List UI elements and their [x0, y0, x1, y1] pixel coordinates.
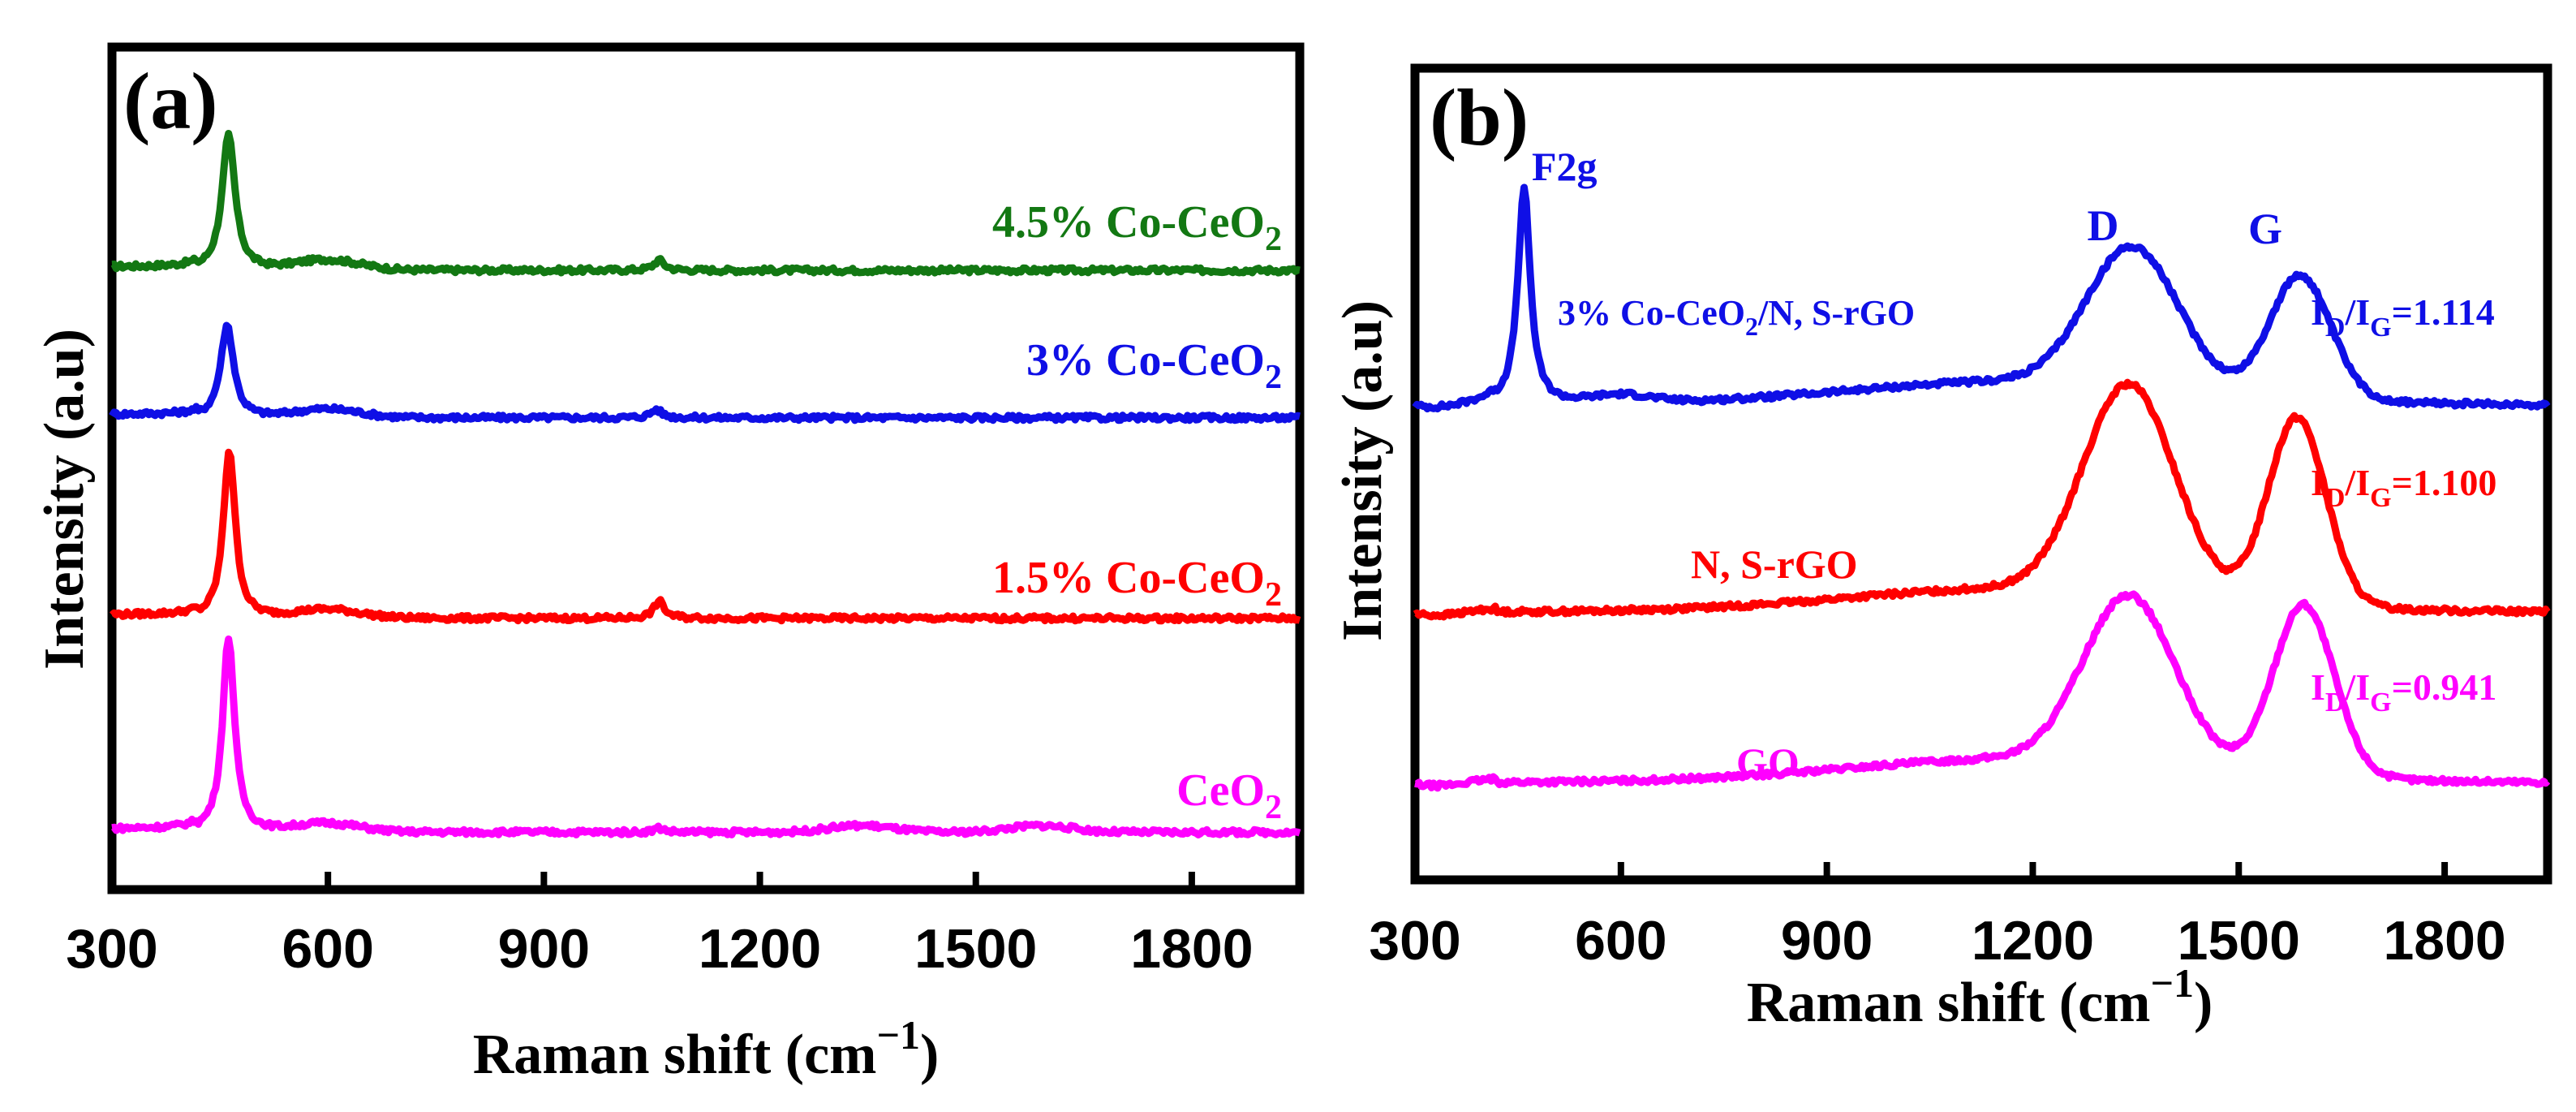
label-go: GO — [1736, 739, 1800, 785]
series-line-4-5-co-ceo2 — [110, 130, 1301, 277]
panel-a-series — [109, 130, 1301, 838]
panel-a-x-tick-label: 1200 — [699, 918, 821, 980]
panel-b-y-axis-label: Intensity (a.u) — [1331, 300, 1394, 641]
series-line-1-5-co-ceo2 — [110, 448, 1301, 625]
series-line-ceo2 — [110, 635, 1301, 838]
series-line-go — [1413, 590, 2551, 792]
panel-b-x-tick-label: 1500 — [2178, 910, 2300, 972]
annotation-g-band: G — [2248, 205, 2282, 253]
label-nsrgo: N, S-rGO — [1691, 541, 1858, 587]
ratio-3-co-ceo2-nsrgo: ID/IG=1.114 — [2311, 291, 2495, 343]
panel-b-x-tick-label: 1200 — [1972, 910, 2094, 972]
ratio-nsrgo: ID/IG=1.100 — [2311, 462, 2496, 513]
label-ceo2: CeO2 — [1176, 765, 1282, 826]
panel-a-x-axis-label-end: ) — [920, 1024, 939, 1086]
label-3-co-ceo2: 3% Co-CeO2 — [1026, 335, 1282, 396]
panel-a-letter: (a) — [123, 56, 218, 146]
series-line-3-co-ceo2-n-s-rgo — [1412, 183, 2551, 413]
series-line-n-s-rgo — [1413, 378, 2551, 621]
annotation-f2g: F2g — [1532, 144, 1598, 189]
panel-a-y-axis-label: Intensity (a.u) — [33, 329, 96, 670]
panel-b-x-tick-label: 300 — [1369, 910, 1460, 972]
label-4p5-co-ceo2: 4.5% Co-CeO2 — [992, 197, 1282, 258]
series-line-3-co-ceo2 — [109, 321, 1301, 425]
panel-a-frame — [107, 42, 1305, 894]
panel-b-x-axis-label-main: Raman shift (cm — [1747, 972, 2151, 1034]
panel-a-x-axis-label-sup: −1 — [876, 1012, 920, 1058]
panel-a: 300 600 900 1200 1500 1800 (a) Intensity (a.u… — [33, 42, 1305, 1086]
panel-a-x-tick-label: 1800 — [1130, 918, 1253, 980]
panel-a-x-tick-label: 1500 — [914, 918, 1037, 980]
panel-b-letter: (b) — [1430, 72, 1529, 162]
panel-b-frame — [1410, 63, 2552, 885]
panel-a-x-ticks: 300 600 900 1200 1500 1800 — [66, 872, 1254, 980]
panel-a-x-axis-label-main: Raman shift (cm — [473, 1024, 877, 1086]
label-3-co-ceo2-nsrgo: 3% Co-CeO2/N, S-rGO — [1558, 293, 1915, 341]
panel-b-series — [1412, 183, 2551, 792]
panel-a-x-tick-label: 600 — [282, 918, 373, 980]
annotation-d-band: D — [2088, 201, 2119, 250]
label-1p5-co-ceo2: 1.5% Co-CeO2 — [992, 553, 1282, 614]
panel-b: 300 600 900 1200 1500 1800 (b) Intensity (a.u… — [1331, 63, 2552, 1034]
panel-b-x-tick-label: 1800 — [2383, 910, 2505, 972]
panel-b-x-axis-label-sup: −1 — [2150, 960, 2194, 1006]
panel-a-x-tick-label: 900 — [498, 918, 590, 980]
panel-a-x-axis-label: Raman shift (cm−1) — [473, 1012, 940, 1086]
ratio-go: ID/IG=0.941 — [2311, 666, 2496, 718]
panel-b-x-tick-label: 900 — [1781, 910, 1873, 972]
panel-b-x-axis-label-end: ) — [2194, 972, 2213, 1034]
panel-b-x-tick-label: 600 — [1575, 910, 1666, 972]
panel-a-x-tick-label: 300 — [66, 918, 157, 980]
panel-b-x-axis-label: Raman shift (cm−1) — [1747, 960, 2213, 1034]
panel-b-x-ticks: 300 600 900 1200 1500 1800 — [1369, 862, 2506, 972]
